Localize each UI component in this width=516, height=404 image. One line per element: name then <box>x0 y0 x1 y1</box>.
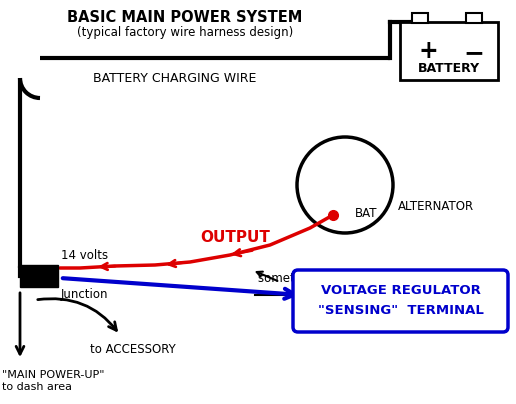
Text: "SENSING"  TERMINAL: "SENSING" TERMINAL <box>317 305 483 318</box>
Bar <box>466 13 482 23</box>
Bar <box>20 265 58 287</box>
Text: ALTERNATOR: ALTERNATOR <box>398 200 474 213</box>
Text: BATTERY: BATTERY <box>418 63 480 76</box>
Text: −: − <box>463 41 485 65</box>
Bar <box>400 22 498 80</box>
Text: VOLTAGE REGULATOR: VOLTAGE REGULATOR <box>320 284 480 297</box>
Bar <box>412 13 428 23</box>
Text: BAT: BAT <box>355 207 378 220</box>
Text: to ACCESSORY: to ACCESSORY <box>90 343 176 356</box>
Text: (typical factory wire harness design): (typical factory wire harness design) <box>77 26 293 39</box>
Text: BATTERY CHARGING WIRE: BATTERY CHARGING WIRE <box>93 72 256 85</box>
Text: sometimes a VERY LONG wire: sometimes a VERY LONG wire <box>258 272 433 285</box>
Text: OUTPUT: OUTPUT <box>200 231 270 246</box>
FancyBboxPatch shape <box>293 270 508 332</box>
Text: +: + <box>418 39 438 63</box>
Text: BASIC MAIN POWER SYSTEM: BASIC MAIN POWER SYSTEM <box>67 10 303 25</box>
Text: Junction: Junction <box>61 288 108 301</box>
Text: 14 volts: 14 volts <box>61 249 108 262</box>
Text: "MAIN POWER-UP"
to dash area: "MAIN POWER-UP" to dash area <box>2 370 105 391</box>
